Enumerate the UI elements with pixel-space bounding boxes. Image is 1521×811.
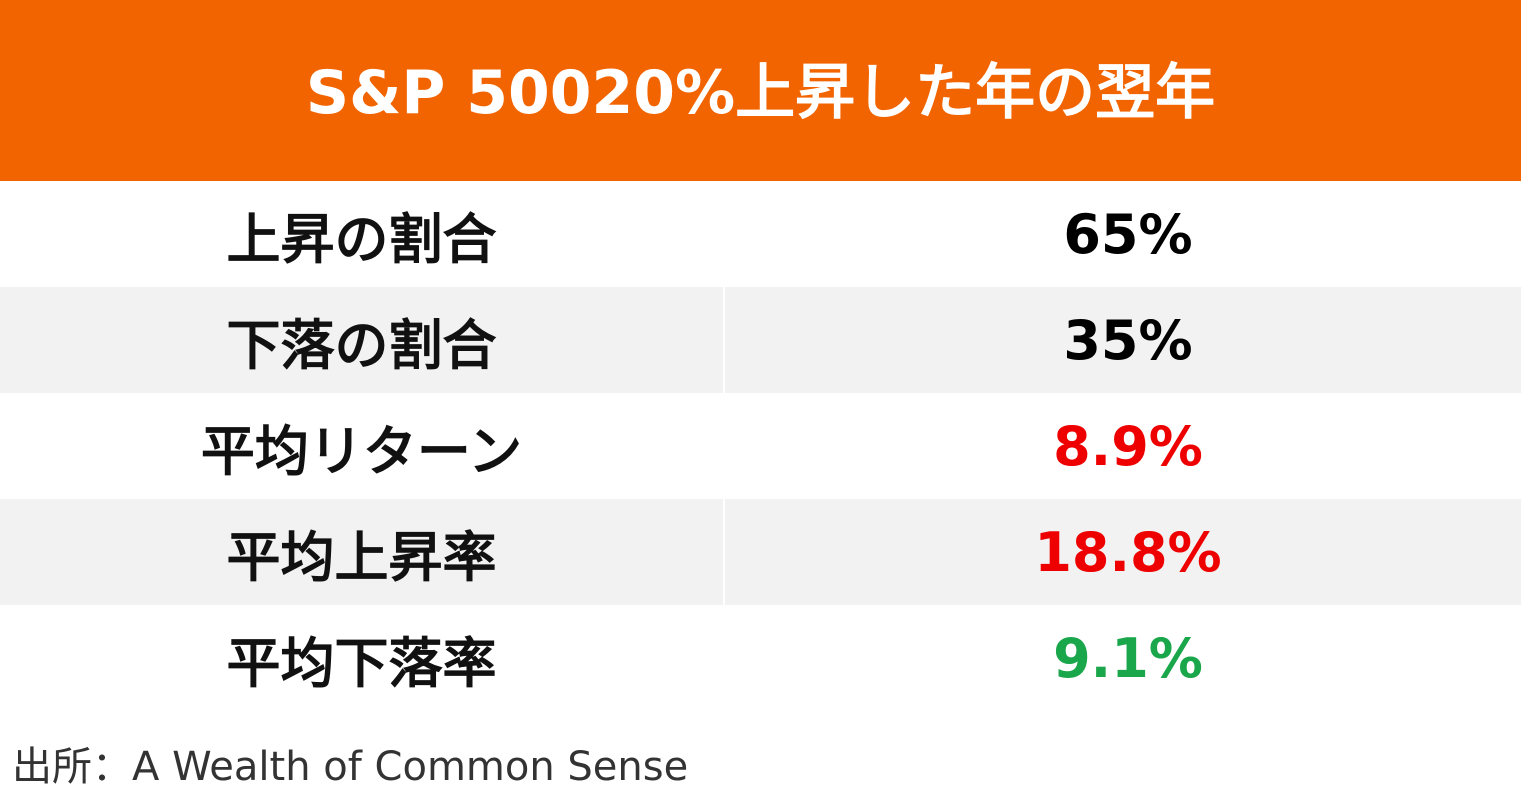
row-value: 9.1% bbox=[725, 605, 1521, 711]
table-row-average-return: 平均リターン 8.9% bbox=[0, 393, 1521, 499]
source-note: 出所：A Wealth of Common Sense bbox=[12, 744, 689, 790]
row-label: 平均リターン bbox=[0, 393, 725, 499]
row-label: 平均上昇率 bbox=[0, 499, 725, 605]
row-value: 18.8% bbox=[725, 499, 1521, 605]
table-row-rise-ratio: 上昇の割合 65% bbox=[0, 181, 1521, 287]
row-value: 8.9% bbox=[725, 393, 1521, 499]
row-label: 上昇の割合 bbox=[0, 181, 725, 287]
row-value: 35% bbox=[725, 287, 1521, 393]
table-header: S&P 50020%上昇した年の翌年 bbox=[0, 0, 1521, 181]
row-label: 下落の割合 bbox=[0, 287, 725, 393]
row-value: 65% bbox=[725, 181, 1521, 287]
table-row-fall-ratio: 下落の割合 35% bbox=[0, 287, 1521, 393]
table-row-average-rise: 平均上昇率 18.8% bbox=[0, 499, 1521, 605]
stats-table: S&P 50020%上昇した年の翌年 上昇の割合 65% 下落の割合 35% 平… bbox=[0, 0, 1521, 711]
table-title: S&P 50020%上昇した年の翌年 bbox=[305, 58, 1216, 128]
row-label: 平均下落率 bbox=[0, 605, 725, 711]
table-row-average-fall: 平均下落率 9.1% bbox=[0, 605, 1521, 711]
